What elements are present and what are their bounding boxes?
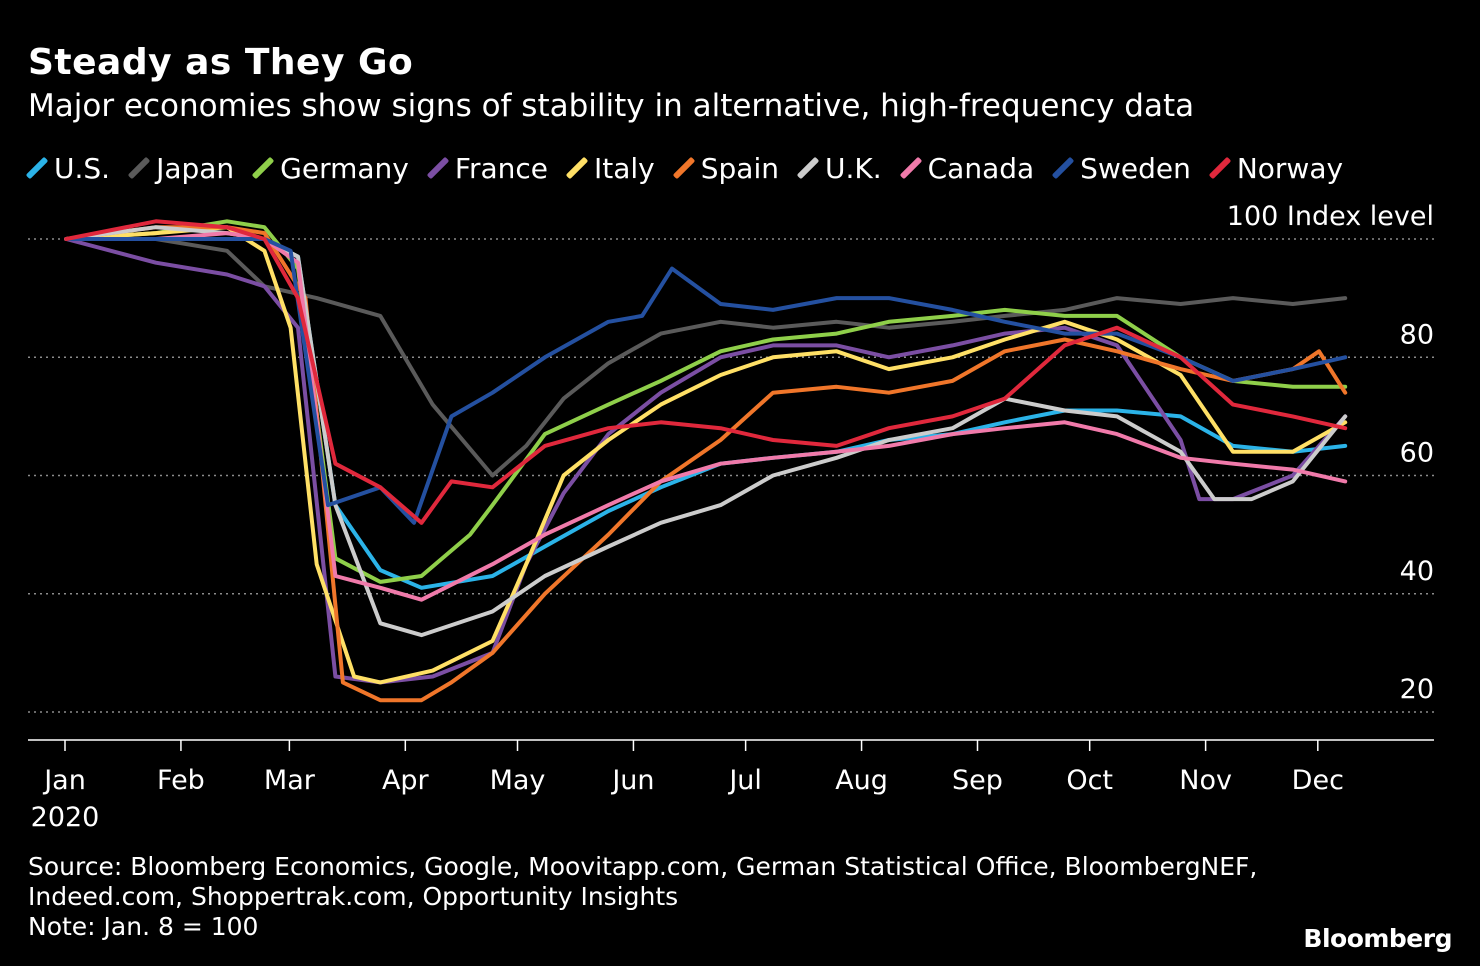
- legend-label: France: [454, 151, 548, 185]
- x-tick-label: Jul: [727, 765, 762, 796]
- y-tick-label: 60: [1400, 438, 1434, 469]
- legend-item: Japan: [127, 151, 235, 185]
- legend-label: U.K.: [824, 151, 882, 185]
- source-text: Source: Bloomberg Economics, Google, Moo…: [28, 852, 1258, 881]
- legend-label: Norway: [1236, 151, 1344, 185]
- x-tick-label: Oct: [1066, 765, 1113, 796]
- footer: Source: Bloomberg Economics, Google, Moo…: [28, 852, 1257, 942]
- x-tick-label: Feb: [157, 765, 205, 796]
- legend-label: Sweden: [1080, 151, 1191, 185]
- y-tick-label: 100 Index level: [1227, 201, 1434, 232]
- legend-item: France: [426, 151, 548, 185]
- source-text-continued: Indeed.com, Shoppertrak.com, Opportunity…: [28, 882, 679, 911]
- series-line-canada: [64, 231, 1348, 602]
- series-line-uk: [64, 225, 1348, 638]
- legend: U.S. Japan Germany France Italy Spain U.K. Cana…: [25, 150, 1363, 186]
- legend-label: Italy: [593, 151, 655, 185]
- chart-title: Steady as They Go: [28, 42, 414, 83]
- legend-label: Spain: [700, 151, 779, 185]
- x-tick-label: Jan: [42, 765, 86, 796]
- legend-label: Germany: [280, 151, 409, 185]
- x-tick-label: Mar: [264, 765, 316, 796]
- legend-item: Spain: [672, 151, 779, 185]
- y-tick-label: 80: [1400, 319, 1434, 350]
- series-line-sweden: [64, 237, 1348, 525]
- x-tick-label: Nov: [1179, 765, 1232, 796]
- legend-item: Canada: [899, 151, 1035, 185]
- x-year-label: 2020: [31, 802, 100, 833]
- x-tick-label: Jun: [610, 765, 654, 796]
- chart-subtitle: Major economies show signs of stability …: [28, 88, 1195, 124]
- x-tick-label: Aug: [835, 765, 888, 796]
- legend-item: Sweden: [1051, 151, 1191, 185]
- legend-item: Italy: [565, 151, 655, 185]
- legend-item: Germany: [251, 151, 409, 185]
- legend-item: Norway: [1208, 151, 1344, 185]
- x-tick-label: May: [490, 765, 546, 796]
- x-tick-label: Apr: [382, 765, 430, 796]
- legend-label: U.S.: [54, 151, 111, 185]
- x-tick-label: Dec: [1292, 765, 1344, 796]
- x-tick-label: Sep: [952, 765, 1003, 796]
- legend-label: Japan: [156, 151, 235, 185]
- series-line-spain: [64, 225, 1348, 703]
- brand-logo: Bloomberg: [1303, 924, 1452, 953]
- legend-label: Canada: [927, 151, 1035, 185]
- series-line-italy: [64, 225, 1348, 685]
- note-text: Note: Jan. 8 = 100: [28, 912, 259, 941]
- legend-item: U.K.: [796, 151, 882, 185]
- legend-item: U.S.: [25, 151, 111, 185]
- series-line-japan: [64, 237, 1348, 478]
- series-line-norway: [64, 219, 1348, 525]
- y-tick-label: 40: [1400, 556, 1434, 587]
- y-tick-label: 20: [1400, 674, 1434, 705]
- series-line-france: [64, 237, 1348, 685]
